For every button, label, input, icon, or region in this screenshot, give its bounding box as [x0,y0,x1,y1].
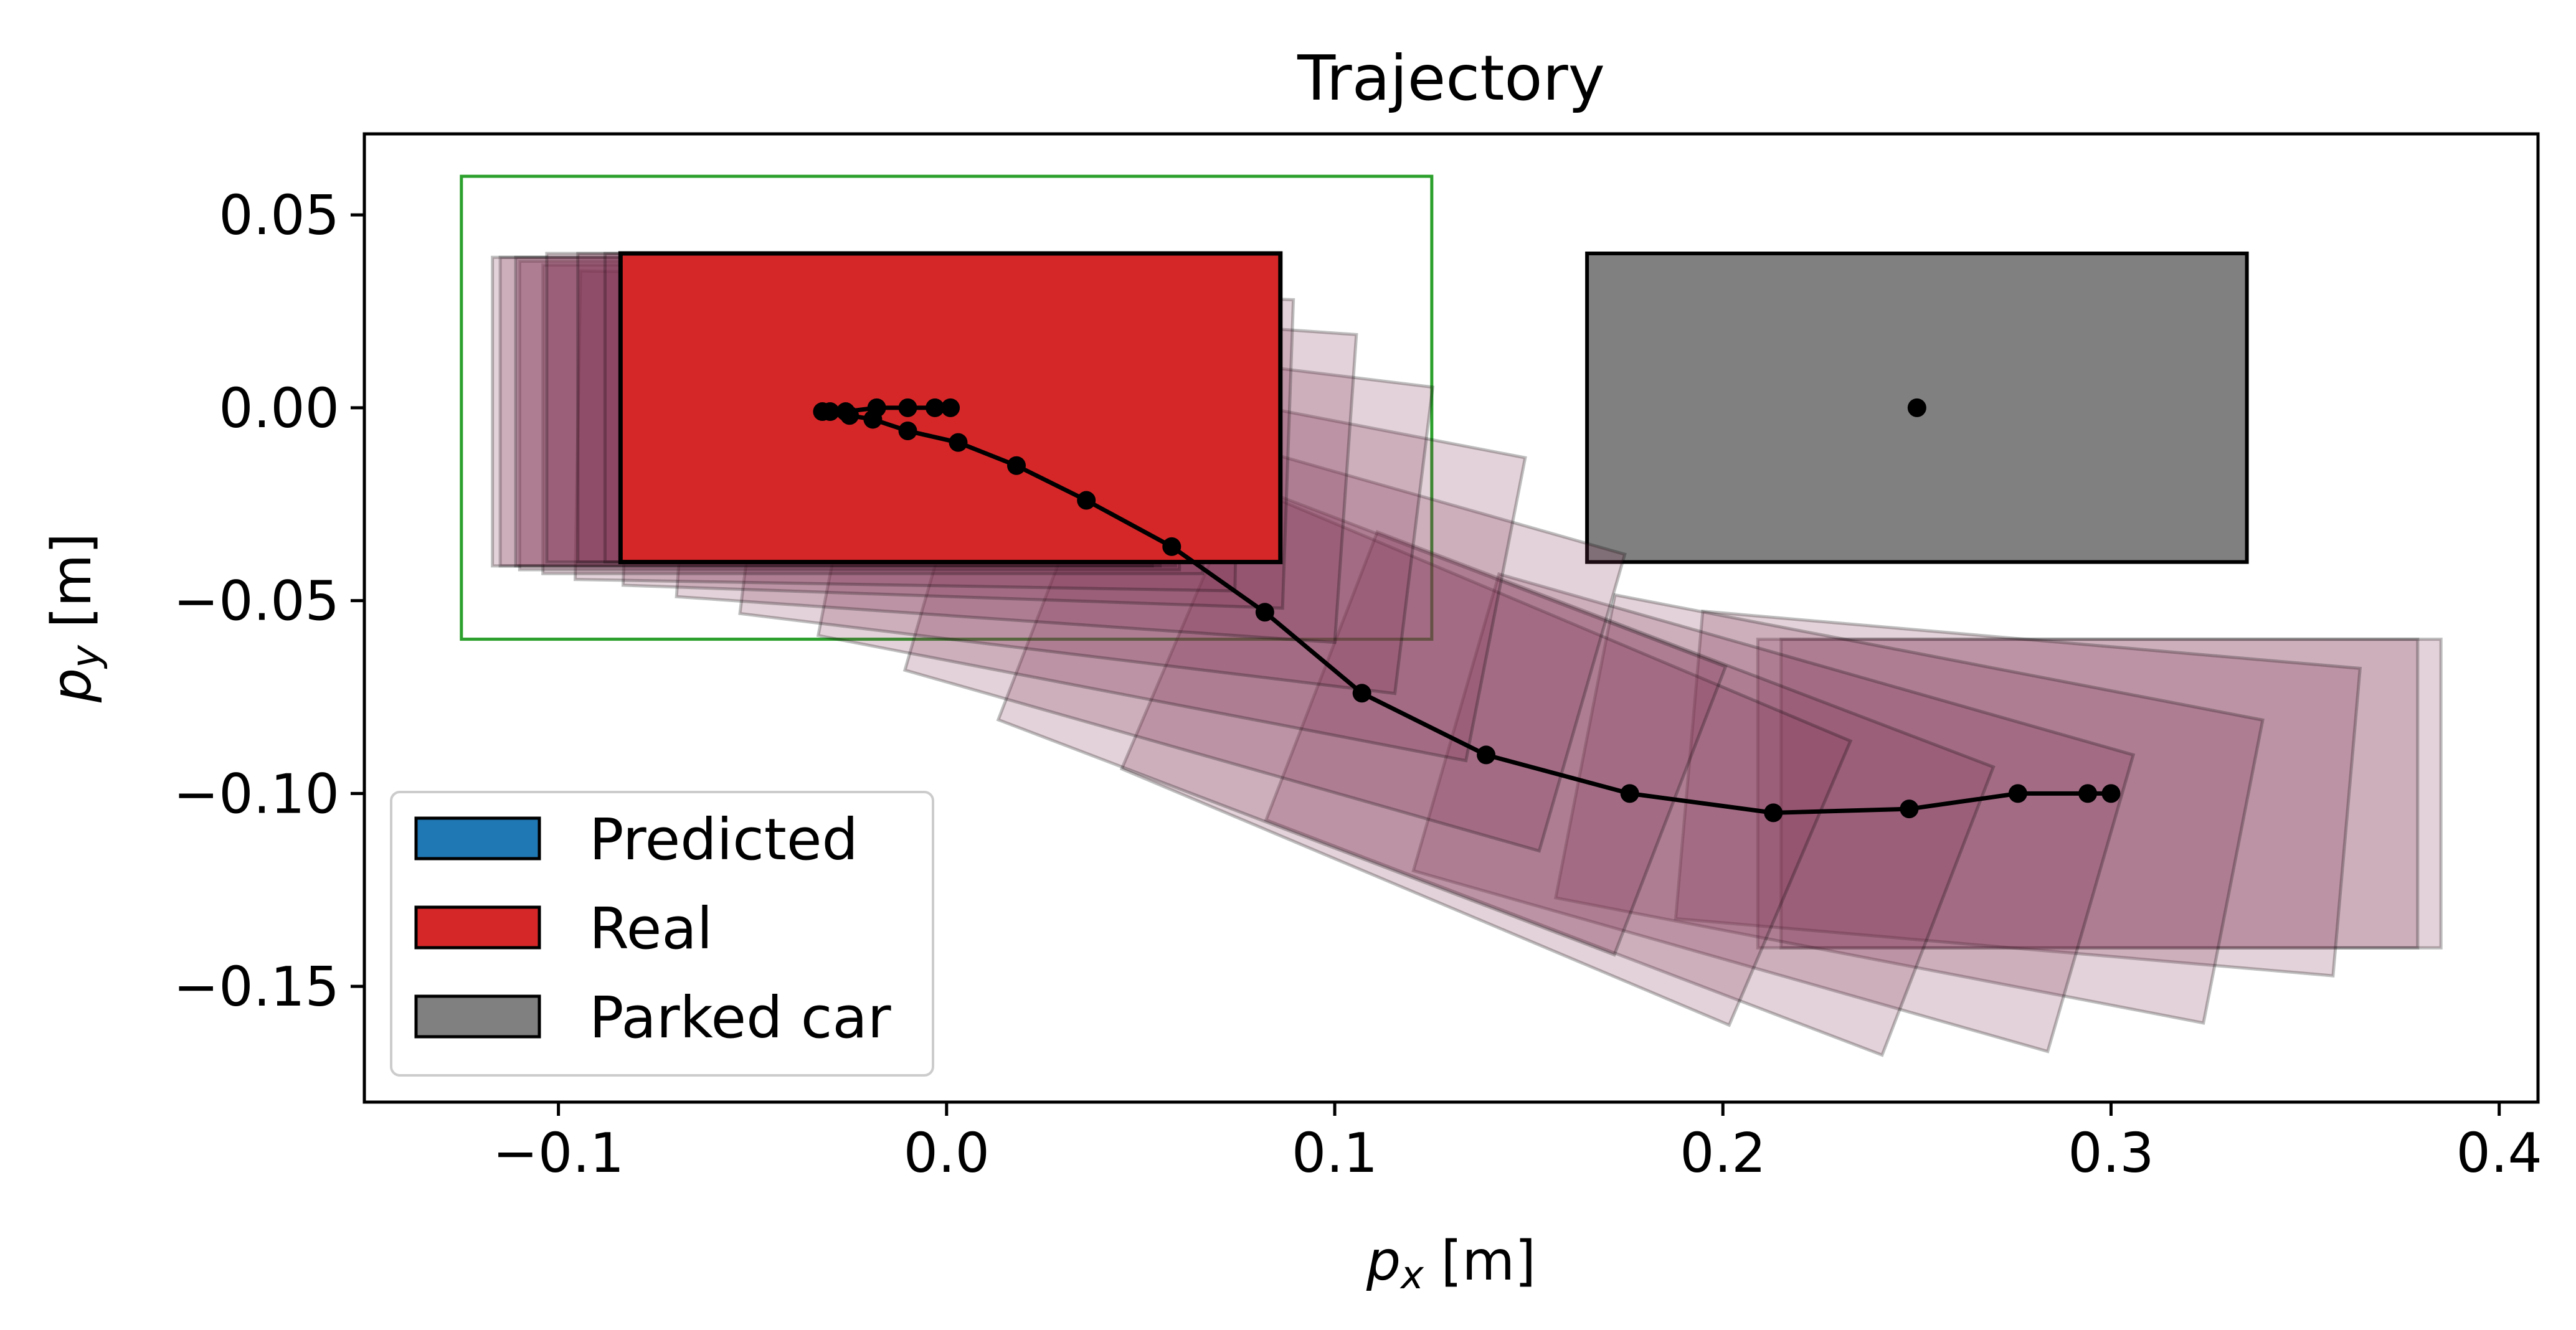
y-tick-label: −0.05 [173,570,339,633]
legend-swatch-parked-car [414,994,541,1039]
trajectory-point [1162,537,1181,556]
trajectory-point [1900,799,1919,819]
legend-swatch-real [414,905,541,950]
x-axis-label-unit: [m] [1441,1229,1536,1293]
y-tick-label: −0.10 [173,762,339,826]
y-axis-label-subscript: y [63,644,108,669]
legend: Predicted Real Parked car [390,791,934,1077]
trajectory-point [2008,784,2027,803]
legend-label-real: Real [589,895,713,962]
x-tick-label: 0.2 [1680,1121,1766,1185]
x-tick-label: −0.1 [493,1121,624,1185]
plot-frame [362,132,2540,1104]
trajectory-point [1352,684,1371,703]
x-tick-label: 0.3 [2068,1121,2154,1185]
trajectory-point [1620,784,1639,803]
x-axis-label-symbol: p [1366,1229,1401,1293]
trajectory-point [2101,784,2121,803]
trajectory-point [898,398,917,417]
trajectory-point [949,433,968,452]
trajectory-point [941,398,960,417]
axis-ticks: −0.1 0.0 0.1 0.2 0.3 0.4 0.05 0.00 −0.05 −0.10 −0.… [173,184,2542,1185]
trajectory-point [926,398,945,417]
chart-title: Trajectory [1297,42,1605,115]
trajectory-point [1255,603,1274,622]
y-tick-label: 0.00 [219,377,339,440]
legend-label-predicted: Predicted [589,806,858,873]
target-region [460,174,1434,641]
y-tick-label: −0.15 [173,955,339,1019]
trajectory-point [1764,803,1783,823]
trajectory-point [813,402,832,422]
legend-swatch-predicted [414,816,541,861]
y-axis-label-unit: [m] [40,533,103,628]
plot-area [460,174,2443,1057]
y-axis-label-symbol: p [40,668,103,703]
x-axis-label: px [m] [1366,1229,1536,1298]
y-axis-label: py [m] [40,533,108,703]
y-axis-label-space [40,628,103,646]
trajectory-point [867,398,886,417]
x-tick-label: 0.0 [904,1121,990,1185]
x-tick-label: 0.1 [1292,1121,1378,1185]
trajectory-point [1007,456,1026,475]
trajectory-point [1477,745,1496,765]
x-axis-label-space [1424,1229,1441,1293]
y-tick-label: 0.05 [219,184,339,247]
trajectory-point [1077,491,1096,510]
trajectory-point [2078,784,2098,803]
legend-label-parked-car: Parked car [589,984,891,1051]
trajectory-point [836,402,855,422]
parked-car-center [1907,398,1926,417]
trajectory-point [898,422,917,441]
x-tick-label: 0.4 [2456,1121,2542,1185]
x-axis-label-subscript: x [1399,1252,1424,1298]
